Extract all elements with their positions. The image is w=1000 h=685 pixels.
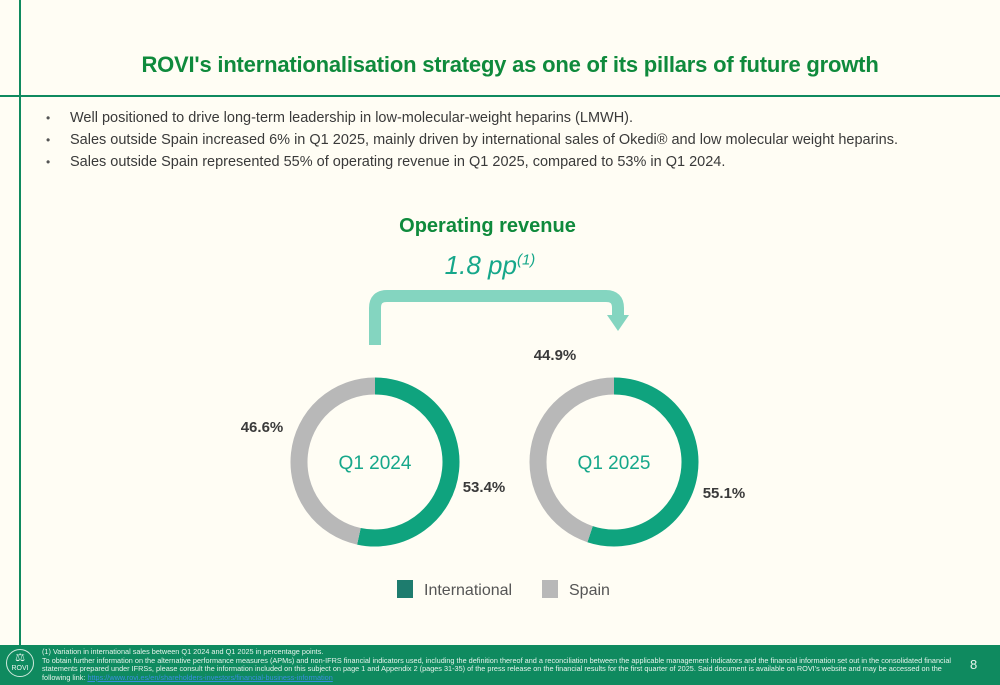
donut-slice-international — [357, 377, 460, 547]
bullet-item: Well positioned to drive long-term leade… — [44, 107, 984, 129]
data-label-spain: 46.6% — [241, 419, 284, 436]
donut-center-label: Q1 2024 — [339, 453, 412, 474]
bullet-item: Sales outside Spain represented 55% of o… — [44, 151, 984, 173]
legend-swatch-spain — [542, 580, 558, 598]
footnote-2-text: To obtain further information on the alt… — [42, 655, 951, 682]
variation-value: 1.8 pp — [444, 250, 517, 280]
variation-arrowhead — [607, 315, 629, 331]
logo-text: ROVI — [11, 665, 29, 672]
legend-label-spain: Spain — [569, 582, 610, 599]
variation-footnote-ref: (1) — [516, 251, 536, 269]
investors-link[interactable]: https://www.rovi.es/en/shareholders-inve… — [87, 672, 333, 682]
rovi-logo: ⚖ ROVI — [6, 649, 34, 677]
data-label-spain: 44.9% — [534, 347, 577, 364]
donut-slice-spain — [529, 377, 615, 543]
donut-slice-international — [587, 377, 699, 547]
page-number: 8 — [970, 657, 978, 672]
footnote-2: To obtain further information on the alt… — [42, 655, 954, 683]
donut-slice-spain — [290, 377, 376, 545]
legend-label-international: International — [424, 582, 512, 599]
variation-arrow-line — [369, 290, 624, 345]
title-rule — [0, 95, 1000, 97]
bullet-list: Well positioned to drive long-term leade… — [44, 107, 984, 173]
bullet-item: Sales outside Spain increased 6% in Q1 2… — [44, 129, 984, 151]
slide-title: ROVI's internationalisation strategy as … — [141, 52, 879, 77]
chart-title: Operating revenue — [399, 215, 576, 237]
left-rule — [19, 0, 21, 645]
data-label-international: 55.1% — [703, 485, 746, 502]
logo-mark-icon: ⚖ — [15, 652, 25, 664]
donut-center-label: Q1 2025 — [578, 453, 651, 474]
data-label-international: 53.4% — [463, 479, 506, 496]
footer-notes: (1) Variation in international sales bet… — [42, 647, 954, 683]
operating-revenue-chart: Q1 2024 53.4% 46.6% Q1 2025 55.1% 44.9% Intern… — [241, 290, 746, 599]
legend-swatch-international — [397, 580, 413, 598]
footer: ⚖ ROVI (1) Variation in international sal… — [0, 645, 1000, 685]
footnote-1: (1) Variation in international sales bet… — [42, 647, 324, 656]
variation-annotation: 1.8 pp(1) — [360, 250, 620, 281]
